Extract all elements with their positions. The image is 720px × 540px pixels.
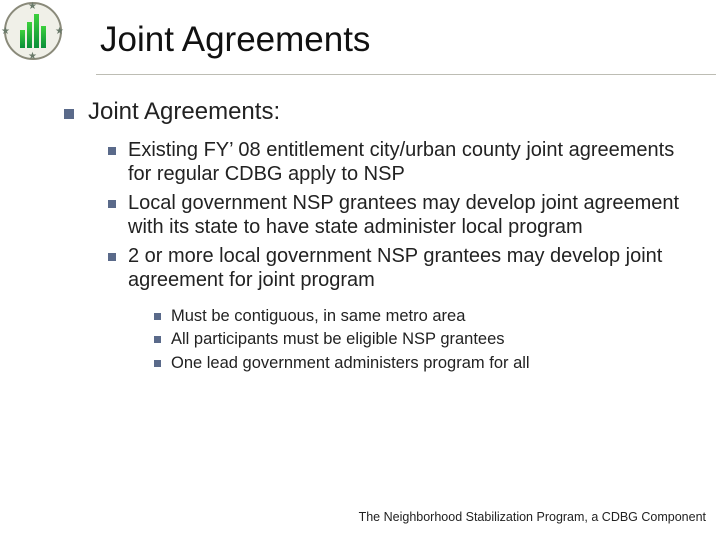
level3-item: One lead government administers program … [154,353,690,373]
level3-text: One lead government administers program … [171,353,530,373]
level2-text: Existing FY’ 08 entitlement city/urban c… [128,138,690,187]
star-icon: ★ [1,26,10,37]
square-bullet-icon [108,253,116,261]
level1-text: Joint Agreements: [88,98,280,126]
level3-text: Must be contiguous, in same metro area [171,306,465,326]
footer-text: The Neighborhood Stabilization Program, … [359,510,706,524]
level2-item: Local government NSP grantees may develo… [108,191,690,240]
level1-item: Joint Agreements: [64,98,690,126]
square-bullet-icon [64,109,74,119]
square-bullet-icon [154,360,161,367]
slide: ★ ★ ★ ★ Joint Agreements Joint Agreement… [0,0,720,540]
logo-bars-icon [20,14,46,48]
level3-item: Must be contiguous, in same metro area [154,306,690,326]
level3-text: All participants must be eligible NSP gr… [171,329,505,349]
square-bullet-icon [154,313,161,320]
level2-text: Local government NSP grantees may develo… [128,191,690,240]
square-bullet-icon [108,200,116,208]
star-icon: ★ [28,1,37,12]
star-icon: ★ [28,51,37,62]
square-bullet-icon [154,336,161,343]
level3-item: All participants must be eligible NSP gr… [154,329,690,349]
content-area: Joint Agreements: Existing FY’ 08 entitl… [64,98,690,376]
level2-item: Existing FY’ 08 entitlement city/urban c… [108,138,690,187]
level2-item: 2 or more local government NSP grantees … [108,244,690,293]
level2-text: 2 or more local government NSP grantees … [128,244,690,293]
star-icon: ★ [55,26,64,37]
slide-title: Joint Agreements [100,20,710,60]
level3-group: Must be contiguous, in same metro area A… [154,306,690,372]
level2-group: Existing FY’ 08 entitlement city/urban c… [108,138,690,373]
title-underline [96,74,716,75]
title-area: Joint Agreements [100,20,710,60]
hud-logo: ★ ★ ★ ★ [2,0,64,62]
square-bullet-icon [108,147,116,155]
